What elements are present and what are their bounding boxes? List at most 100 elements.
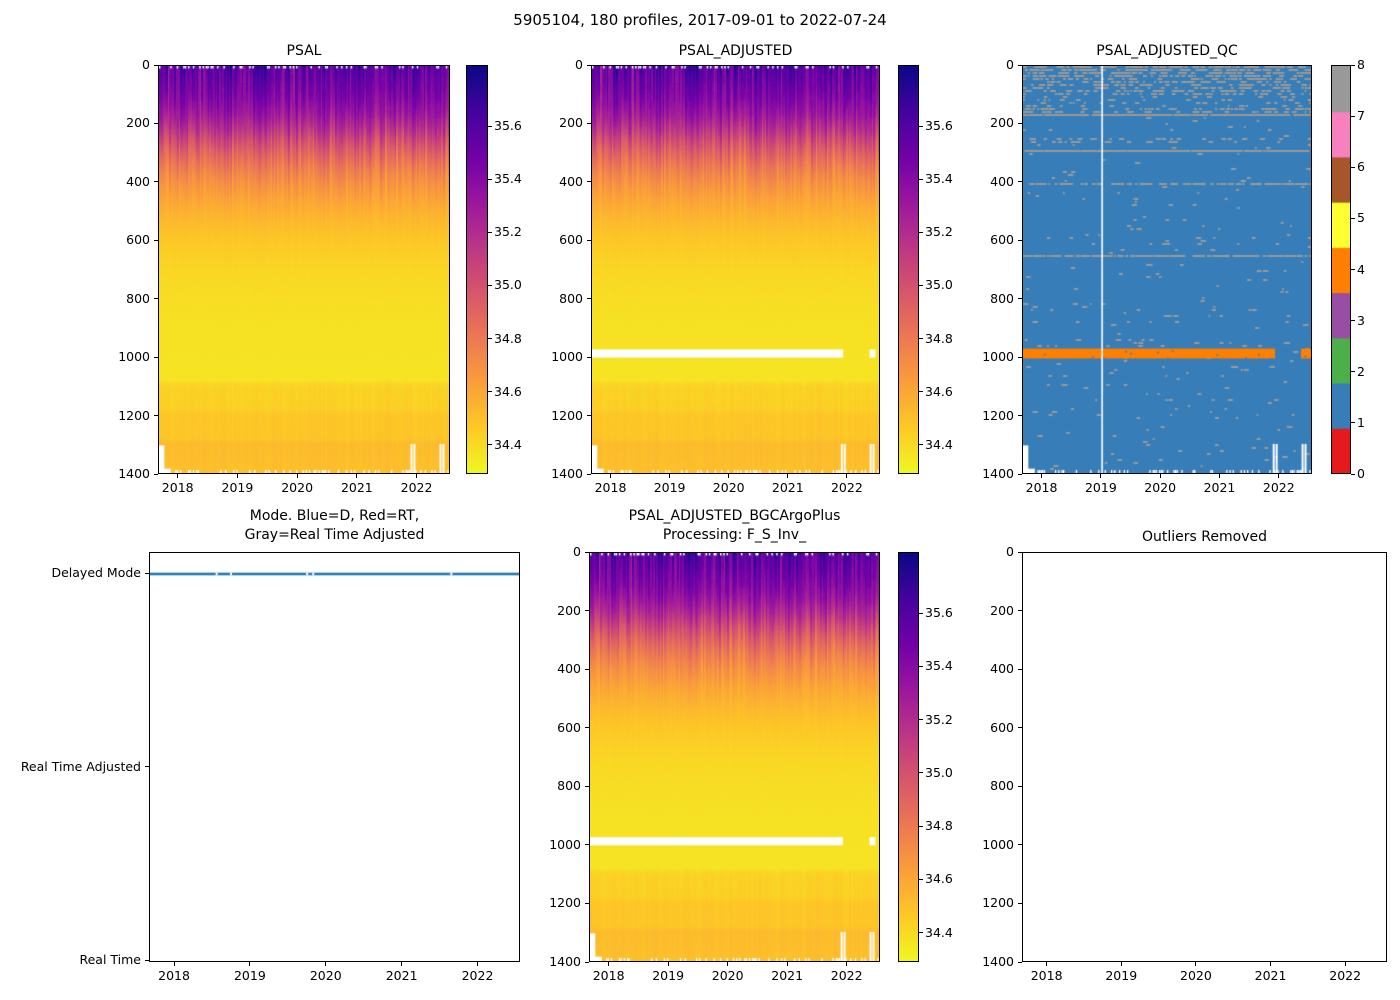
y-tick-mark [1018, 610, 1022, 612]
y-tick-label: 200 [559, 115, 583, 131]
colorbar-tick-label: 35.4 [925, 658, 953, 674]
colorbar-tick-label: 34.4 [494, 436, 522, 452]
colorbar-tick-label: 34.6 [925, 871, 953, 887]
qc-colorbar-tick-mark [1351, 217, 1355, 219]
qc-colorbar-tick-label: 1 [1357, 414, 1365, 430]
qc-colorbar-tick-label: 3 [1357, 312, 1365, 328]
x-tick-mark [787, 474, 789, 478]
y-tick-label: 0 [1006, 57, 1014, 72]
outliers-removed-title: Outliers Removed [1142, 529, 1267, 545]
mode-title-line2: Gray=Real Time Adjusted [244, 527, 425, 543]
y-tick-label: 1000 [118, 349, 150, 365]
mode-line-plot [149, 552, 520, 962]
psal-adjusted-heatmap [591, 65, 880, 474]
colorbar-tick-mark [488, 391, 492, 393]
colorbar-tick-label: 34.6 [925, 383, 953, 399]
y-tick-mark [1018, 668, 1022, 670]
y-tick-label: 200 [126, 115, 150, 131]
y-tick-mark [1018, 122, 1022, 124]
y-tick-label: 800 [990, 290, 1014, 306]
colorbar-tick-mark [919, 391, 923, 393]
x-tick-label: 2019 [233, 968, 266, 983]
y-tick-mark [587, 356, 591, 358]
qc-colorbar-tick-mark [1351, 166, 1355, 168]
colorbar-tick-label: 35.0 [925, 764, 953, 780]
x-tick-mark [1218, 474, 1220, 478]
y-tick-label: 800 [990, 778, 1014, 794]
y-tick-label: 600 [990, 719, 1014, 735]
x-tick-mark [1278, 474, 1280, 478]
x-tick-label: 2020 [1180, 968, 1212, 983]
y-tick-label: 400 [557, 661, 581, 677]
qc-colorbar-tick-label: 2 [1357, 363, 1365, 379]
y-tick-mark [1018, 239, 1022, 241]
bgc-heatmap-canvas [590, 553, 879, 961]
colorbar-tick-mark [919, 125, 923, 127]
y-tick-mark [1018, 844, 1022, 846]
colorbar-tick-mark [919, 284, 923, 286]
x-tick-mark [296, 474, 298, 478]
y-tick-label: 0 [142, 57, 150, 72]
y-tick-mark [154, 64, 158, 66]
colorbar-tick-label: 34.8 [925, 330, 953, 346]
psal-title: PSAL [286, 43, 322, 59]
x-tick-mark [401, 962, 403, 966]
x-tick-label: 2019 [1084, 480, 1117, 495]
y-tick-mark [585, 961, 589, 963]
x-tick-mark [236, 474, 238, 478]
colorbar-tick-mark [919, 178, 923, 180]
colorbar-tick-mark [488, 125, 492, 127]
psal-colorbar [466, 65, 488, 474]
y-tick-mark [1018, 298, 1022, 300]
psal-colorbar-canvas [467, 66, 487, 473]
y-tick-label: 600 [990, 232, 1014, 248]
x-tick-label: 2020 [309, 968, 342, 983]
psal-adjusted-colorbar-canvas [899, 66, 918, 473]
qc-colorbar-tick-label: 5 [1357, 210, 1365, 226]
qc-colorbar-tick-label: 7 [1357, 108, 1365, 124]
x-tick-label: 2020 [1144, 480, 1177, 495]
outliers-removed-plot [1022, 552, 1387, 962]
x-tick-mark [1046, 962, 1048, 966]
x-tick-mark [325, 962, 327, 966]
x-tick-mark [1270, 962, 1272, 966]
psal-heatmap [158, 65, 450, 474]
qc-flag-colorbar [1331, 65, 1351, 474]
x-tick-label: 2018 [1030, 968, 1063, 983]
colorbar-tick-label: 35.0 [494, 277, 522, 293]
x-tick-mark [608, 962, 610, 966]
qc-colorbar-tick-mark [1351, 269, 1355, 270]
y-tick-mark [154, 181, 158, 183]
bgc-colorbar [898, 552, 919, 962]
colorbar-tick-mark [488, 284, 492, 286]
y-tick-label: 400 [126, 173, 150, 189]
x-tick-label: 2019 [653, 480, 686, 495]
x-tick-label: 2022 [461, 968, 494, 983]
x-tick-mark [1195, 962, 1197, 966]
y-tick-mark [1018, 356, 1022, 358]
x-tick-label: 2022 [830, 480, 863, 495]
x-tick-label: 2019 [221, 480, 254, 495]
qc-colorbar-tick-mark [1351, 371, 1355, 373]
qc-colorbar-tick-label: 6 [1357, 159, 1365, 175]
y-tick-mark [587, 239, 591, 241]
y-tick-label: 600 [126, 232, 150, 248]
bgc-heatmap [589, 552, 880, 962]
psal-adjusted-title: PSAL_ADJUSTED [678, 43, 793, 59]
colorbar-tick-mark [919, 338, 923, 340]
x-tick-mark [846, 474, 848, 478]
y-tick-label: 1400 [982, 954, 1014, 969]
x-tick-label: 2022 [1329, 968, 1362, 983]
y-tick-label: Real Time [79, 952, 141, 968]
y-tick-mark [154, 473, 158, 475]
x-tick-mark [1159, 474, 1161, 478]
colorbar-tick-mark [488, 231, 492, 233]
x-tick-label: 2018 [158, 968, 190, 983]
y-tick-label: 800 [557, 778, 581, 794]
y-tick-label: 200 [557, 602, 581, 618]
colorbar-tick-label: 35.6 [925, 118, 953, 134]
x-tick-mark [1041, 474, 1043, 478]
x-tick-label: 2020 [281, 480, 314, 495]
y-tick-label: 1400 [118, 466, 150, 481]
